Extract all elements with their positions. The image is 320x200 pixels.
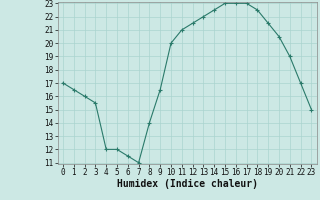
X-axis label: Humidex (Indice chaleur): Humidex (Indice chaleur) [117, 179, 258, 189]
